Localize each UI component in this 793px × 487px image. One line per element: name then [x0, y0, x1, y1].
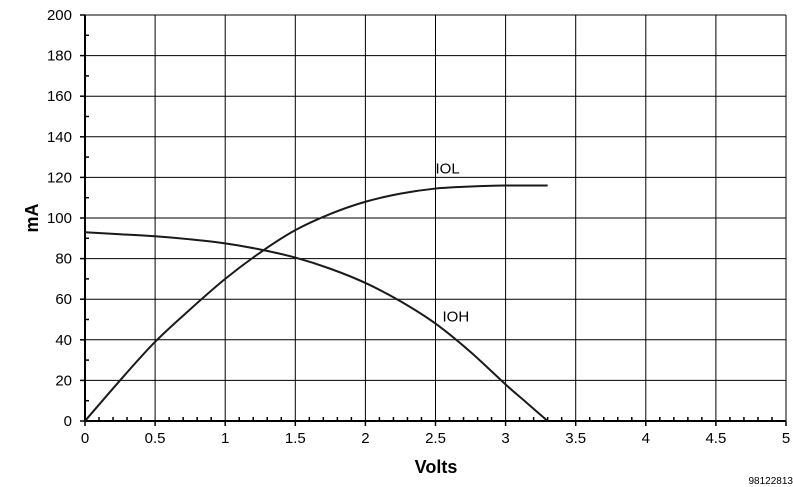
- series-label-ioh: IOH: [443, 309, 470, 326]
- y-tick-label: 20: [55, 372, 72, 389]
- x-tick-label: 4: [642, 430, 650, 447]
- x-axis-title: Volts: [415, 457, 458, 477]
- y-tick-label: 140: [47, 129, 72, 146]
- y-tick-label: 180: [47, 48, 72, 65]
- x-tick-label: 2.5: [425, 430, 446, 447]
- curves: [85, 185, 548, 421]
- series-line-iol: [85, 185, 548, 421]
- x-tick-label: 5: [782, 430, 790, 447]
- figure-id: 98122813: [749, 476, 793, 487]
- x-tick-labels: 0 0.5 1 1.5 2 2.5 3 3.5 4 4.5 5: [81, 430, 790, 447]
- y-tick-label: 80: [55, 251, 72, 268]
- minor-ticks: [85, 35, 772, 421]
- y-tick-label: 0: [64, 413, 72, 430]
- grid-lines: [85, 15, 786, 421]
- x-tick-label: 3: [501, 430, 509, 447]
- series-label-iol: IOL: [436, 160, 460, 177]
- series-line-ioh: [85, 232, 548, 421]
- y-tick-label: 200: [47, 7, 72, 24]
- x-tick-label: 0.5: [145, 430, 166, 447]
- x-tick-label: 3.5: [565, 430, 586, 447]
- x-tick-label: 1: [221, 430, 229, 447]
- axes: [80, 15, 786, 426]
- y-tick-label: 60: [55, 291, 72, 308]
- x-tick-label: 4.5: [705, 430, 726, 447]
- y-tick-label: 120: [47, 169, 72, 186]
- y-tick-label: 100: [47, 210, 72, 227]
- x-tick-label: 0: [81, 430, 89, 447]
- x-tick-label: 1.5: [285, 430, 306, 447]
- y-tick-labels: 0 20 40 60 80 100 120 140 160 180 200: [47, 7, 72, 430]
- x-tick-label: 2: [361, 430, 369, 447]
- y-axis-title: mA: [22, 203, 42, 232]
- series-labels: IOL IOH: [436, 160, 470, 325]
- y-tick-label: 160: [47, 88, 72, 105]
- y-tick-label: 40: [55, 332, 72, 349]
